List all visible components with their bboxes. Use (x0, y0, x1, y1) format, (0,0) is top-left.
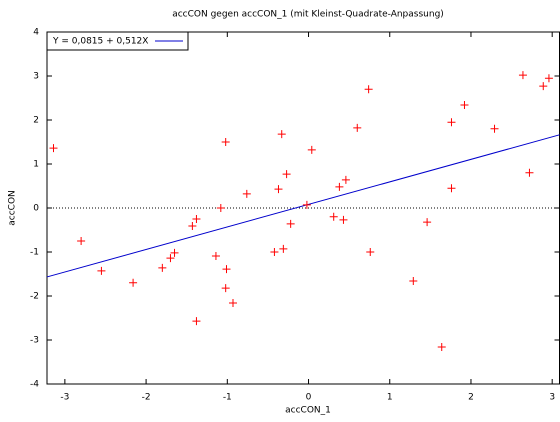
point (409, 277, 418, 286)
y-tick-label: 3 (33, 72, 39, 82)
fit-line (46, 134, 560, 278)
point (192, 317, 201, 326)
x-tick-label: -1 (223, 393, 232, 403)
point (279, 244, 288, 253)
x-tick-label: 2 (468, 393, 474, 403)
legend-box (46, 31, 189, 51)
point (274, 185, 283, 194)
point (277, 130, 286, 139)
point (286, 219, 295, 228)
y-axis-label: accCON (8, 190, 18, 226)
y-tick-label: 0 (33, 204, 39, 214)
x-tick-label: 1 (387, 393, 393, 403)
x-tick-label: 3 (549, 393, 555, 403)
point (129, 278, 138, 287)
point (192, 215, 201, 223)
point (329, 212, 338, 221)
point (539, 82, 548, 91)
x-axis-label: accCON_1 (285, 406, 331, 416)
y-tick-label: -4 (30, 380, 39, 390)
point (216, 204, 225, 212)
point (222, 265, 231, 274)
chart-title: accCON gegen accCON_1 (mit Kleinst-Quadr… (172, 10, 444, 20)
y-tick-label: 1 (33, 160, 39, 170)
legend-label: Y = 0,0815 + 0,512X (52, 37, 148, 47)
point (366, 248, 375, 256)
point (170, 248, 179, 257)
point (341, 175, 350, 184)
point (221, 138, 230, 146)
point (490, 124, 499, 133)
point (447, 184, 456, 193)
point (221, 284, 230, 293)
point (307, 145, 316, 154)
point (282, 170, 291, 179)
point (158, 263, 167, 272)
point (518, 71, 527, 80)
point (211, 251, 220, 260)
point (339, 215, 348, 224)
point (242, 189, 251, 198)
point (228, 299, 237, 308)
point (353, 123, 362, 132)
point (335, 182, 344, 191)
point (302, 200, 311, 209)
point (49, 144, 58, 153)
point (166, 254, 175, 263)
point (77, 237, 86, 245)
y-tick-label: -3 (30, 336, 39, 346)
x-tick-label: 0 (306, 393, 312, 403)
point (364, 85, 373, 94)
point (423, 218, 432, 227)
y-tick-label: -2 (30, 292, 39, 302)
point (270, 248, 279, 256)
point (188, 222, 197, 231)
point (544, 74, 553, 83)
point (437, 343, 446, 352)
y-tick-label: -1 (30, 248, 39, 258)
y-tick-label: 4 (33, 28, 39, 38)
point (525, 168, 534, 177)
x-tick-label: -3 (60, 393, 69, 403)
y-tick-label: 2 (33, 116, 39, 126)
x-tick-label: -2 (142, 393, 151, 403)
point (97, 266, 106, 275)
point (460, 101, 469, 110)
point (447, 118, 456, 127)
